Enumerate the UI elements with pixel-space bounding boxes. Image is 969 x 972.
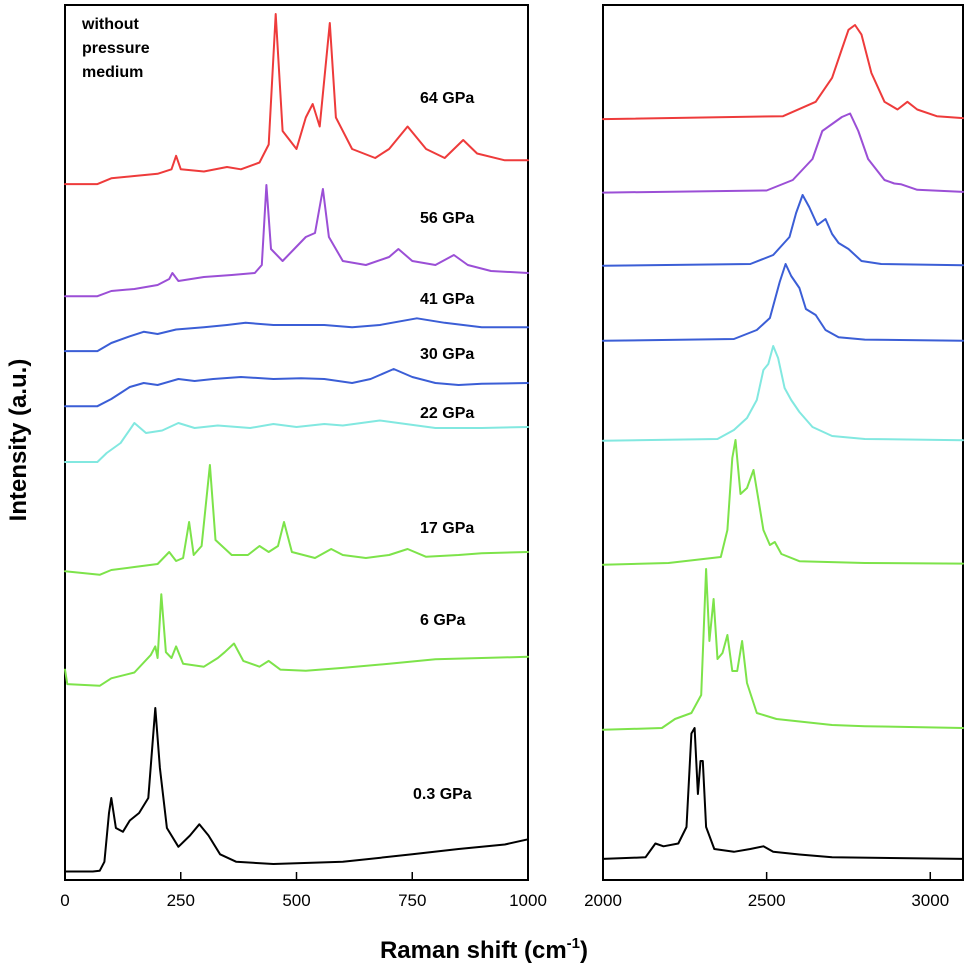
left-panel-traces	[64, 13, 529, 873]
pressure-label-41: 41 GPa	[420, 291, 474, 308]
spectrum-0-30-GPa	[64, 368, 529, 408]
pressure-label-56: 56 GPa	[420, 210, 474, 227]
left-plot-frame	[64, 4, 529, 881]
x-tick-label: 1000	[509, 891, 547, 910]
x-tick-label: 0	[60, 891, 69, 910]
spectrum-1-6-GPa	[602, 568, 964, 731]
x-tick-label: 3000	[911, 891, 949, 910]
spectrum-0-6-GPa	[64, 593, 529, 687]
annotation-line-3: medium	[82, 64, 143, 81]
annotation-line-1: without	[81, 16, 140, 33]
annotation-line-2: pressure	[82, 40, 150, 57]
pressure-label-0-3: 0.3 GPa	[413, 786, 472, 803]
right-plot-frame	[602, 4, 964, 881]
spectrum-1-22-GPa	[602, 345, 964, 442]
spectrum-1-41-GPa	[602, 263, 964, 342]
spectrum-1-56-GPa	[602, 112, 964, 194]
spectrum-0-56-GPa	[64, 184, 529, 298]
pressure-label-22: 22 GPa	[420, 405, 474, 422]
pressure-label-6: 6 GPa	[420, 612, 465, 629]
spectrum-1-17-GPa	[602, 439, 964, 566]
x-tick-label: 250	[167, 891, 195, 910]
x-axis-title: Raman shift (cm-1)	[380, 935, 588, 964]
spectrum-0-41-GPa	[64, 317, 529, 353]
left-x-ticks: 0 250 500 750 1000	[60, 872, 547, 910]
x-axis-title-end: )	[580, 937, 588, 964]
x-axis-title-main: Raman shift (cm	[380, 937, 567, 964]
spectrum-1-30-GPa	[602, 194, 964, 267]
y-axis-title: Intensity (a.u.)	[5, 359, 32, 522]
x-tick-label: 500	[282, 891, 310, 910]
x-tick-label: 2500	[748, 891, 786, 910]
x-tick-label: 2000	[584, 891, 622, 910]
pressure-label-17: 17 GPa	[420, 520, 474, 537]
right-panel-traces	[602, 24, 964, 860]
spectrum-0-0-3-GPa	[64, 707, 529, 873]
x-axis-title-superscript: -1	[567, 935, 580, 952]
pressure-label-64: 64 GPa	[420, 90, 474, 107]
pressure-label-30: 30 GPa	[420, 346, 474, 363]
right-x-ticks: 2000 2500 3000	[584, 872, 949, 910]
spectrum-1-64-GPa	[602, 24, 964, 121]
spectrum-0-22-GPa	[64, 419, 529, 463]
spectrum-0-17-GPa	[64, 464, 529, 576]
spectrum-0-64-GPa	[64, 13, 529, 186]
x-tick-label: 750	[398, 891, 426, 910]
spectrum-1-0-3-GPa	[602, 727, 964, 860]
